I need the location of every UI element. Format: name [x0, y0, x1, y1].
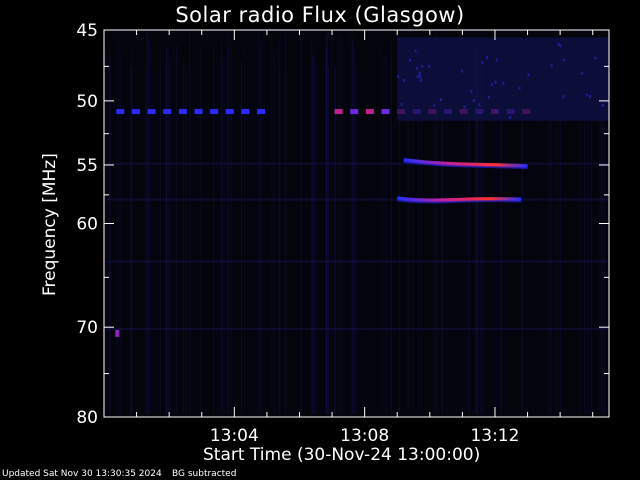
noise-speck: [494, 109, 497, 113]
noise-speck: [461, 69, 464, 73]
noise-speck: [463, 105, 466, 109]
interference-dash: [194, 109, 203, 115]
x-axis-label: Start Time (30-Nov-24 13:00:00): [203, 445, 481, 465]
noise-speck: [580, 71, 583, 75]
y-tick-label: 50: [76, 92, 98, 112]
noise-speck: [494, 80, 497, 84]
noise-speck: [419, 75, 422, 79]
noise-speck: [550, 64, 553, 68]
noise-speck: [601, 103, 604, 107]
noise-speck: [495, 58, 498, 62]
noise-speck: [481, 61, 484, 65]
noise-speck: [397, 74, 400, 78]
noise-speck: [486, 56, 489, 60]
noise-speck: [403, 78, 406, 82]
noise-speck: [421, 64, 424, 68]
interference-dash: [163, 109, 172, 115]
noise-speck: [409, 58, 412, 62]
x-tick-label: 13:12: [470, 426, 519, 446]
faint-band: [106, 260, 607, 263]
interference-dash: [178, 109, 187, 115]
interference-dash: [365, 109, 374, 115]
noise-speck: [527, 73, 530, 77]
interference-dash: [241, 109, 250, 115]
noise-speck: [502, 81, 505, 85]
axes: 13:04 13:08 13:12 45 50 55 60 70 80: [76, 21, 610, 446]
noise-speck: [472, 99, 475, 103]
emission-lane: [403, 158, 528, 169]
interference-dash: [257, 109, 266, 115]
interference-dash: [350, 109, 359, 115]
interference-dash: [334, 109, 343, 115]
y-tick-label: 60: [76, 215, 98, 235]
y-axis-label: Frequency [MHz]: [40, 153, 60, 296]
noise-speck: [518, 86, 521, 90]
x-tick-label: 13:04: [210, 426, 259, 446]
interference-dash: [225, 109, 234, 115]
noise-speck: [559, 44, 562, 48]
emission-lane: [396, 196, 522, 203]
noise-speck: [400, 102, 403, 106]
noise-speck: [488, 95, 491, 99]
faint-band: [106, 162, 607, 165]
noise-speck: [433, 103, 436, 107]
noise-speck: [416, 66, 419, 70]
bg-subtracted-note: BG subtracted: [172, 469, 237, 479]
emission-lane-halo: [397, 199, 522, 204]
x-tick-label: 13:08: [340, 426, 389, 446]
isolated-spot: [115, 329, 120, 337]
y-tick-label: 45: [76, 21, 98, 41]
noise-speck: [419, 78, 422, 82]
noise-speck: [418, 71, 421, 75]
faint-band: [106, 198, 607, 201]
interference-dash: [116, 109, 125, 115]
noise-speck: [557, 42, 560, 46]
noise-speck: [562, 95, 565, 99]
chart-title: Solar radio Flux (Glasgow): [175, 3, 465, 27]
noise-patch: [397, 37, 609, 121]
interference-dash: [131, 109, 140, 115]
emission-lane-halo: [403, 161, 528, 170]
noise-speck: [414, 49, 417, 53]
interference-dash: [381, 109, 390, 115]
noise-speck: [439, 98, 442, 102]
y-tick-label: 55: [76, 156, 98, 176]
y-tick-label: 70: [76, 318, 98, 338]
noise-speck: [585, 93, 588, 97]
emission-features: [115, 37, 609, 337]
noise-speck: [594, 56, 597, 60]
noise-speck: [589, 94, 592, 98]
noise-speck: [470, 89, 473, 93]
noise-speck: [428, 64, 431, 68]
interference-dash: [147, 109, 156, 115]
noise-speck: [491, 83, 494, 87]
y-tick-label: 80: [76, 408, 98, 428]
noise-speck: [509, 116, 512, 120]
faint-band: [106, 328, 607, 331]
interference-dash: [210, 109, 219, 115]
noise-speck: [478, 103, 481, 107]
updated-timestamp: Updated Sat Nov 30 13:30:35 2024: [2, 469, 162, 479]
noise-speck: [562, 58, 565, 62]
noise-speck: [416, 74, 419, 78]
